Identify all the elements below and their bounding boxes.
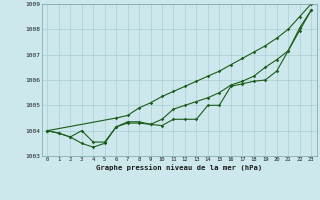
X-axis label: Graphe pression niveau de la mer (hPa): Graphe pression niveau de la mer (hPa) xyxy=(96,164,262,171)
